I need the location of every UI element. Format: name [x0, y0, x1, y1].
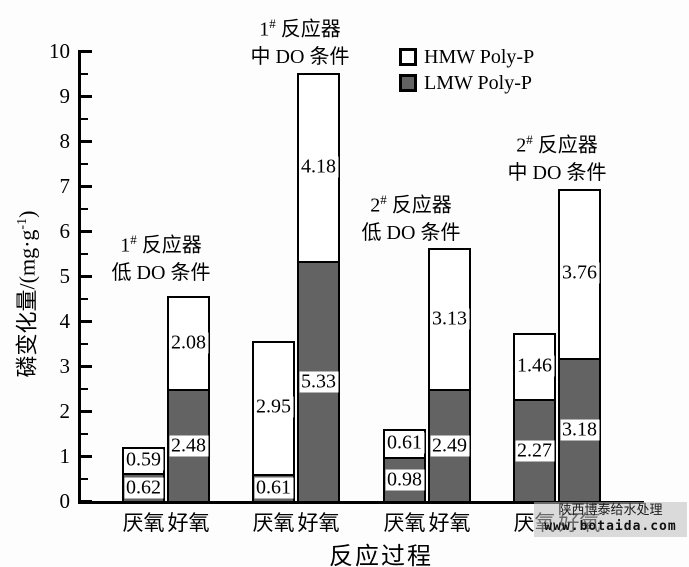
- segment-value-label: 2.27: [515, 439, 554, 462]
- y-minor-tick: [81, 252, 88, 255]
- x-tick-label: 厌氧: [252, 511, 295, 535]
- segment-value-label: 3.13: [430, 307, 469, 330]
- group-title-reactor: 1# 反应器: [120, 232, 202, 257]
- group-title-condition: 低 DO 条件: [361, 221, 461, 244]
- legend-swatch-hmw: [399, 48, 417, 66]
- y-major-tick: [81, 95, 92, 98]
- group-title-condition: 中 DO 条件: [250, 45, 350, 68]
- x-tick-label: 厌氧: [383, 511, 426, 535]
- y-major-tick: [81, 185, 92, 188]
- segment-value-label: 2.95: [254, 395, 293, 418]
- segment-value-label: 4.18: [299, 155, 338, 178]
- y-tick-label: 6: [59, 219, 71, 243]
- group-title: 2# 反应器低 DO 条件: [362, 186, 461, 247]
- y-major-tick: [81, 230, 92, 233]
- y-axis-title-suffix: ): [14, 210, 40, 218]
- y-minor-tick: [81, 387, 88, 390]
- y-tick-label: 10: [49, 39, 70, 63]
- y-axis-title: 磷变化量/(mg·g-1): [9, 184, 40, 404]
- x-tick-label: 好氧: [167, 511, 210, 535]
- y-minor-tick: [81, 342, 88, 345]
- group-title: 2# 反应器中 DO 条件: [508, 126, 607, 187]
- y-tick-label: 5: [59, 264, 71, 288]
- segment-value-label: 2.48: [169, 434, 208, 457]
- segment-value-label: 1.46: [515, 354, 554, 377]
- y-minor-tick: [81, 477, 88, 480]
- y-tick-label: 0: [59, 489, 71, 513]
- segment-value-label: 2.49: [430, 434, 469, 457]
- y-major-tick: [81, 275, 92, 278]
- segment-value-label: 0.59: [124, 448, 163, 471]
- legend-label-hmw: HMW Poly-P: [424, 45, 535, 68]
- y-major-tick: [81, 320, 92, 323]
- x-axis-line: [78, 501, 644, 504]
- y-tick-label: 8: [59, 129, 71, 153]
- y-major-tick: [81, 50, 92, 53]
- group-title-reactor: 1# 反应器: [259, 16, 341, 41]
- y-tick-label: 9: [59, 84, 71, 108]
- segment-value-label: 0.61: [385, 431, 424, 454]
- segment-value-label: 3.18: [560, 418, 599, 441]
- y-major-tick: [81, 140, 92, 143]
- y-tick-label: 7: [59, 174, 71, 198]
- segment-value-label: 0.61: [254, 476, 293, 499]
- legend-item-hmw: HMW Poly-P: [399, 44, 534, 70]
- segment-value-label: 3.76: [560, 261, 599, 284]
- y-minor-tick: [81, 432, 88, 435]
- legend-label-lmw: LMW Poly-P: [424, 71, 532, 94]
- group-title-reactor: 2# 反应器: [516, 132, 598, 157]
- watermark-url: www.botaida.com: [544, 519, 677, 534]
- y-minor-tick: [81, 297, 88, 300]
- y-minor-tick: [81, 207, 88, 210]
- group-title: 1# 反应器低 DO 条件: [112, 226, 211, 287]
- segment-value-label: 5.33: [299, 370, 338, 393]
- y-minor-tick: [81, 162, 88, 165]
- y-axis-title-text: 磷变化量/(mg·g: [14, 229, 40, 378]
- y-tick-label: 2: [59, 399, 71, 423]
- y-major-tick: [81, 500, 92, 503]
- x-axis-title: 反应过程: [329, 544, 433, 567]
- segment-value-label: 0.62: [124, 476, 163, 499]
- segment-value-label: 2.08: [169, 331, 208, 354]
- x-tick-label: 厌氧: [122, 511, 165, 535]
- watermark-company: 陕西博泰给水处理: [558, 502, 663, 517]
- y-major-tick: [81, 455, 92, 458]
- y-axis-title-sup: -1: [15, 217, 30, 230]
- y-minor-tick: [81, 72, 88, 75]
- y-tick-label: 4: [59, 309, 71, 333]
- group-title-reactor: 2# 反应器: [370, 192, 452, 217]
- legend-swatch-lmw: [399, 74, 417, 92]
- y-tick-label: 1: [59, 444, 71, 468]
- y-major-tick: [81, 410, 92, 413]
- watermark: 陕西博泰给水处理 www.botaida.com: [534, 502, 687, 537]
- x-tick-label: 好氧: [428, 511, 471, 535]
- group-title-condition: 低 DO 条件: [111, 261, 211, 284]
- segment-value-label: 0.98: [385, 468, 424, 491]
- group-title-condition: 中 DO 条件: [507, 161, 607, 184]
- legend: HMW Poly-P LMW Poly-P: [399, 44, 534, 96]
- y-tick-label: 3: [59, 354, 71, 378]
- y-minor-tick: [81, 117, 88, 120]
- y-major-tick: [81, 365, 92, 368]
- y-axis-line: [78, 50, 81, 504]
- group-title: 1# 反应器中 DO 条件: [251, 10, 350, 71]
- x-tick-label: 好氧: [297, 511, 340, 535]
- legend-item-lmw: LMW Poly-P: [399, 70, 534, 96]
